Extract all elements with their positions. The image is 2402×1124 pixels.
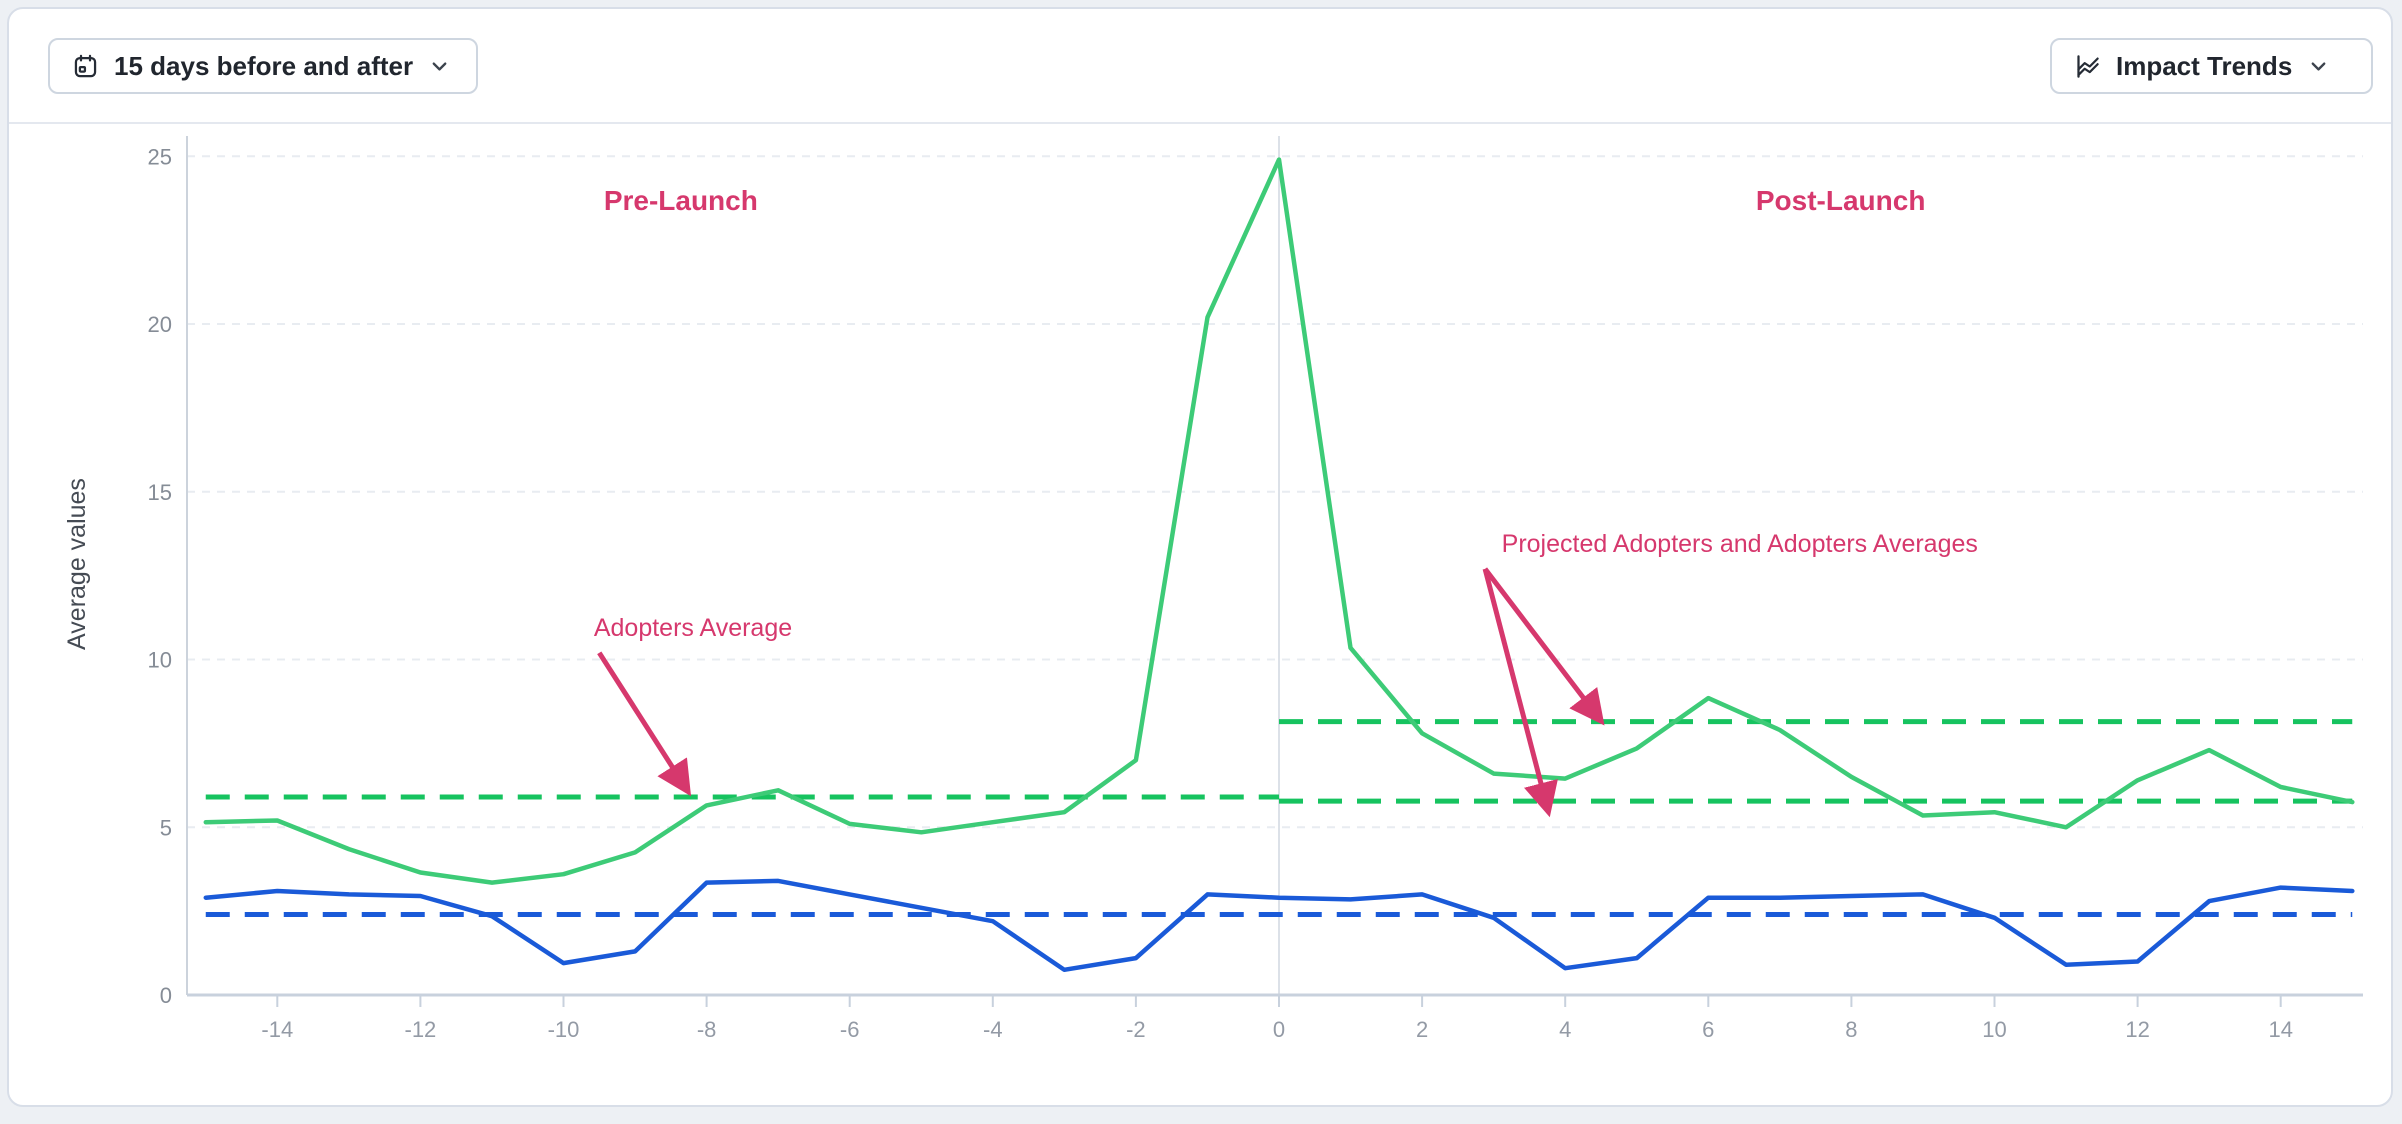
x-tick-label: 4 xyxy=(1559,1017,1571,1042)
series-line-comparison xyxy=(203,878,2355,973)
calendar-icon xyxy=(72,53,99,80)
x-tick-label: 0 xyxy=(1273,1017,1285,1042)
y-tick-label: 0 xyxy=(160,983,172,1008)
x-tick-label: 12 xyxy=(2125,1017,2149,1042)
trend-chart-icon xyxy=(2074,53,2101,80)
x-tick-label: -8 xyxy=(697,1017,717,1042)
y-tick-label: 15 xyxy=(148,480,172,505)
annotation-arrow-2 xyxy=(1483,567,1605,726)
x-tick-label: 8 xyxy=(1845,1017,1857,1042)
x-tick-label: 2 xyxy=(1416,1017,1428,1042)
impact-trends-card: 15 days before and after Impact Trends xyxy=(7,7,2393,1107)
impact-trends-button[interactable]: Impact Trends xyxy=(2050,38,2373,94)
x-tick-label: 14 xyxy=(2268,1017,2292,1042)
chevron-down-icon xyxy=(2307,55,2330,78)
card-header: 15 days before and after Impact Trends xyxy=(9,9,2391,124)
x-tick-label: -4 xyxy=(983,1017,1003,1042)
annotation-projected-averages: Projected Adopters and Adopters Averages xyxy=(1502,530,1978,558)
series-line-adopters xyxy=(203,157,2355,885)
x-tick-label: -2 xyxy=(1126,1017,1146,1042)
x-tick-label: 6 xyxy=(1702,1017,1714,1042)
date-range-button[interactable]: 15 days before and after xyxy=(48,38,478,94)
annotation-post-launch: Post-Launch xyxy=(1756,185,1926,216)
y-tick-label: 5 xyxy=(160,815,172,840)
impact-trends-chart: -14 -12 -10 -8 -6 -4 -2 0 2 4 6 8 10 12 14 0 5 10 15 20 25 Av… xyxy=(9,124,2395,1107)
impact-trends-label: Impact Trends xyxy=(2116,50,2293,81)
date-range-label: 15 days before and after xyxy=(114,50,414,81)
x-tick-label: -6 xyxy=(840,1017,860,1042)
annotation-pre-launch: Pre-Launch xyxy=(604,185,758,216)
y-tick-label: 20 xyxy=(148,312,172,337)
x-tick-label: -12 xyxy=(405,1017,437,1042)
y-axis-title: Average values xyxy=(63,478,91,650)
x-tick-label: -10 xyxy=(548,1017,580,1042)
chart-svg: -14 -12 -10 -8 -6 -4 -2 0 2 4 6 8 10 12 14 0 5 10 15 20 25 Av… xyxy=(63,136,2363,1042)
x-tick-label: 10 xyxy=(1982,1017,2006,1042)
x-tick-label: -14 xyxy=(261,1017,293,1042)
annotation-arrow-1 xyxy=(597,651,692,797)
y-tick-label: 10 xyxy=(148,648,172,673)
annotation-arrow-3 xyxy=(1482,568,1558,818)
annotation-adopters-average: Adopters Average xyxy=(594,614,792,642)
chevron-down-icon xyxy=(428,55,451,78)
y-tick-label: 25 xyxy=(148,144,172,169)
